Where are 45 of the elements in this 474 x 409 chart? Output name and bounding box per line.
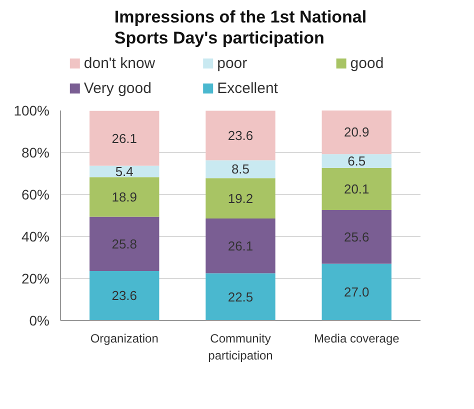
data-label: 20.9 <box>344 124 370 140</box>
y-tick-label: 40% <box>21 228 50 244</box>
data-label: 8.5 <box>231 162 250 177</box>
bar <box>90 270 160 320</box>
bar <box>322 168 392 210</box>
data-label: 26.1 <box>228 238 254 254</box>
bar <box>322 154 392 168</box>
data-label: 25.6 <box>344 229 370 244</box>
x-tick-label: Community participation <box>208 332 273 362</box>
data-label: 25.8 <box>112 236 138 252</box>
bar <box>206 218 276 274</box>
y-tick-label: 100% <box>14 102 50 118</box>
data-label: 23.6 <box>112 288 138 304</box>
data-label: 26.1 <box>112 130 138 146</box>
data-label: 20.1 <box>344 181 370 196</box>
bar <box>206 160 276 178</box>
data-label: 23.6 <box>228 128 254 143</box>
legend-label: don't know <box>84 55 156 72</box>
bar <box>90 177 160 217</box>
bar <box>90 110 160 166</box>
y-tick-label: 20% <box>21 270 50 286</box>
bar <box>322 264 392 320</box>
bar <box>206 273 276 320</box>
data-label: 22.5 <box>228 289 254 304</box>
legend-label: good <box>350 55 384 72</box>
bar <box>90 216 160 271</box>
chart-title: Impressions of the 1st National Sports Day's participation <box>114 8 367 48</box>
y-tick-label: 80% <box>21 144 50 160</box>
y-tick-label: 0% <box>29 312 50 328</box>
bar <box>206 178 276 218</box>
data-label: 5.4 <box>115 164 134 179</box>
bar <box>322 110 392 154</box>
data-label: 19.2 <box>228 190 254 206</box>
bar <box>322 210 392 264</box>
data-label: 18.9 <box>112 189 138 204</box>
y-tick-label: 60% <box>21 186 50 202</box>
data-label: 6.5 <box>348 154 366 169</box>
x-tick-label: Media coverage <box>314 332 400 346</box>
data-label: 27.0 <box>344 284 370 300</box>
bar <box>206 110 276 160</box>
legend-label: Excellent <box>217 80 279 97</box>
x-tick-label: Organization <box>90 332 158 346</box>
bar <box>90 166 160 178</box>
legend-label: poor <box>217 55 248 72</box>
legend-label: Very good <box>84 80 152 97</box>
